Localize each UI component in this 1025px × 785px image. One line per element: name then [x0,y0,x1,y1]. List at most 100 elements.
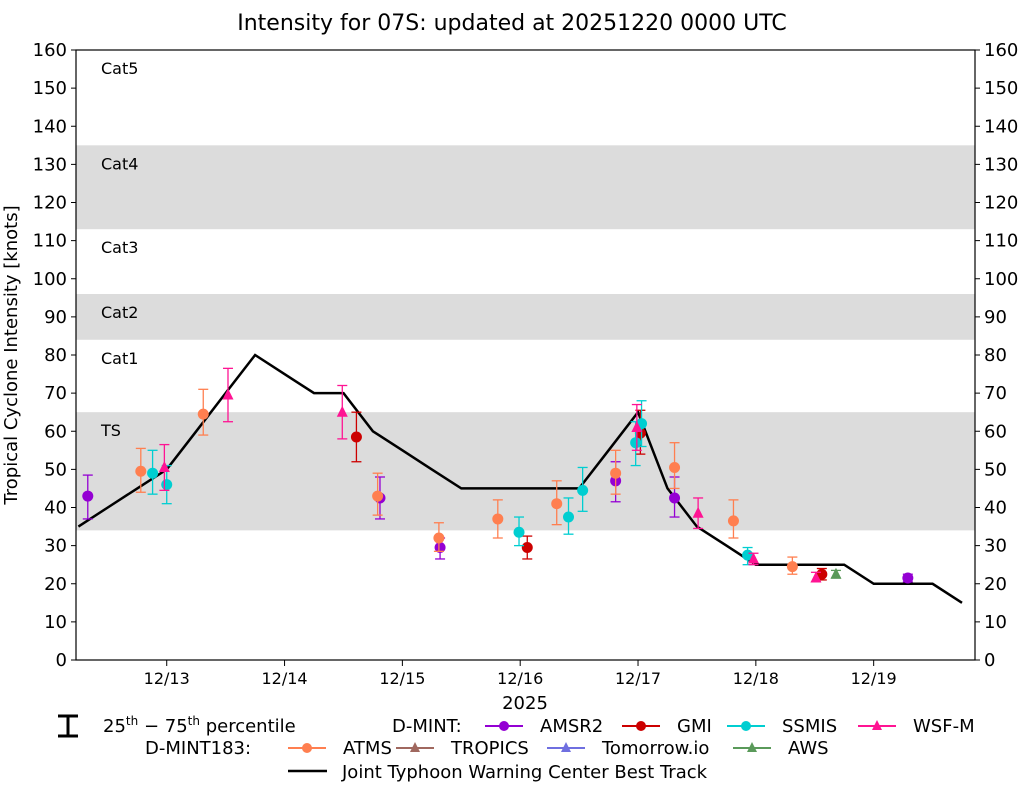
wsf-m-point [222,367,234,423]
ssmis-marker [742,549,754,561]
y-tick-label-left: 0 [56,650,67,671]
atms-point [135,447,147,493]
atms-point [197,388,209,436]
y-tick-label-left: 160 [33,40,67,61]
y-tick-label-right: 0 [984,650,995,671]
atms-marker [610,467,622,479]
y-tick-label-left: 130 [33,154,67,175]
ssmis-marker [630,437,642,449]
category-band-ts [76,412,975,531]
y-tick-label-right: 100 [984,269,1018,290]
wsf-m-point [158,443,170,491]
x-tick-label: 12/13 [144,669,190,688]
y-tick-label-left: 100 [33,269,67,290]
best-track-line [77,353,963,604]
wsf-m-marker [747,552,759,564]
ssmis-marker [161,479,173,491]
legend-entry-amsr2: AMSR2 [485,716,603,737]
ssmis-point [147,449,159,495]
gmi-point [816,567,828,581]
amsr2-marker [82,490,94,502]
atms-marker [433,532,445,544]
y-tick-label-left: 70 [44,383,67,404]
wsf-m-point [747,552,759,566]
aws-marker [830,567,842,579]
x-axis-ticks: 12/13 12/14 12/15 12/16 12/17 12/18 12/19 [144,660,897,688]
best-track-path [77,353,963,604]
legend-marker-tomorrow-io [561,742,571,752]
amsr2-marker [669,492,681,504]
atms-point [433,522,445,552]
x-tick-label: 12/19 [851,669,897,688]
ssmis-marker [513,526,525,538]
y-tick-label-right: 140 [984,116,1018,137]
wsf-m-point [631,403,643,451]
atms-marker [135,465,147,477]
ssmis-point [513,516,525,547]
atms-point [786,556,798,575]
y-tick-label-right: 40 [984,498,1007,519]
y-tick-label-left: 110 [33,231,67,252]
legend-label-atms: ATMS [343,738,392,759]
y-axis-ticks: 0 0 10 10 20 20 30 30 40 40 50 50 60 60 70 70 80 80 90 90 10… [33,40,1019,671]
atms-marker [727,515,739,527]
wsf-m-point [692,497,704,530]
legend-entries: AMSR2 GMI SSMIS WSF-M ATMS TROPICS Tomorrow.io… [288,716,975,759]
legend-entry-ssmis: SSMIS [727,716,837,737]
wsf-m-marker [158,460,170,472]
wsf-m-point [810,571,822,583]
atms-point [372,472,384,516]
legend-label-tomorrow-io: Tomorrow.io [601,738,709,759]
y-tick-label-left: 20 [44,574,67,595]
ssmis-marker [147,467,159,479]
legend-marker-aws [747,742,757,752]
legend-entry-tomorrow-io: Tomorrow.io [547,738,709,759]
wsf-m-marker [336,405,348,417]
y-tick-label-left: 10 [44,612,67,633]
y-tick-label-right: 20 [984,574,1007,595]
atms-point [610,449,622,495]
x-tick-label: 12/18 [733,669,779,688]
category-label-cat3: Cat3 [101,238,138,257]
atms-marker [786,561,798,573]
gmi-point [350,411,362,463]
atms-marker [669,461,681,473]
ssmis-marker [563,511,575,523]
atms-marker [372,490,384,502]
y-tick-label-left: 60 [44,421,67,442]
legend-marker-wsf-m [872,720,882,730]
wsf-m-marker [631,420,643,432]
best-track-legend-label: Joint Typhoon Warning Center Best Track [341,762,708,783]
dmint183-legend-title: D-MINT183: [145,738,251,759]
y-tick-label-right: 80 [984,345,1007,366]
gmi-marker [350,431,362,443]
y-tick-label-right: 110 [984,231,1018,252]
wsf-m-marker [692,506,704,518]
legend-entry-atms: ATMS [288,738,392,759]
x-tick-label: 12/14 [261,669,307,688]
y-tick-label-left: 120 [33,193,67,214]
y-tick-label-right: 90 [984,307,1007,328]
y-tick-label-right: 160 [984,40,1018,61]
y-tick-label-right: 130 [984,154,1018,175]
data-points [82,367,914,584]
legend-label-tropics: TROPICS [450,738,529,759]
legend-label-aws: AWS [788,738,829,759]
chart-title: Intensity for 07S: updated at 20251220 0… [237,11,787,36]
wsf-m-point [336,384,348,440]
y-tick-label-right: 30 [984,536,1007,557]
wsf-m-marker [222,388,234,400]
ssmis-point [577,466,589,512]
legend-entry-wsf-m: WSF-M [858,716,975,737]
ssmis-point [742,546,754,566]
legend-entry-gmi: GMI [622,716,712,737]
legend: 25th − 75th percentile D-MINT: D-MINT183… [58,714,975,783]
y-tick-label-left: 80 [44,345,67,366]
atms-marker [197,408,209,420]
plot-frame [75,49,976,661]
category-band-cat2 [76,294,975,340]
category-band-cat4 [76,145,975,230]
dmint-legend-title: D-MINT: [392,716,462,737]
y-tick-label-left: 40 [44,498,67,519]
